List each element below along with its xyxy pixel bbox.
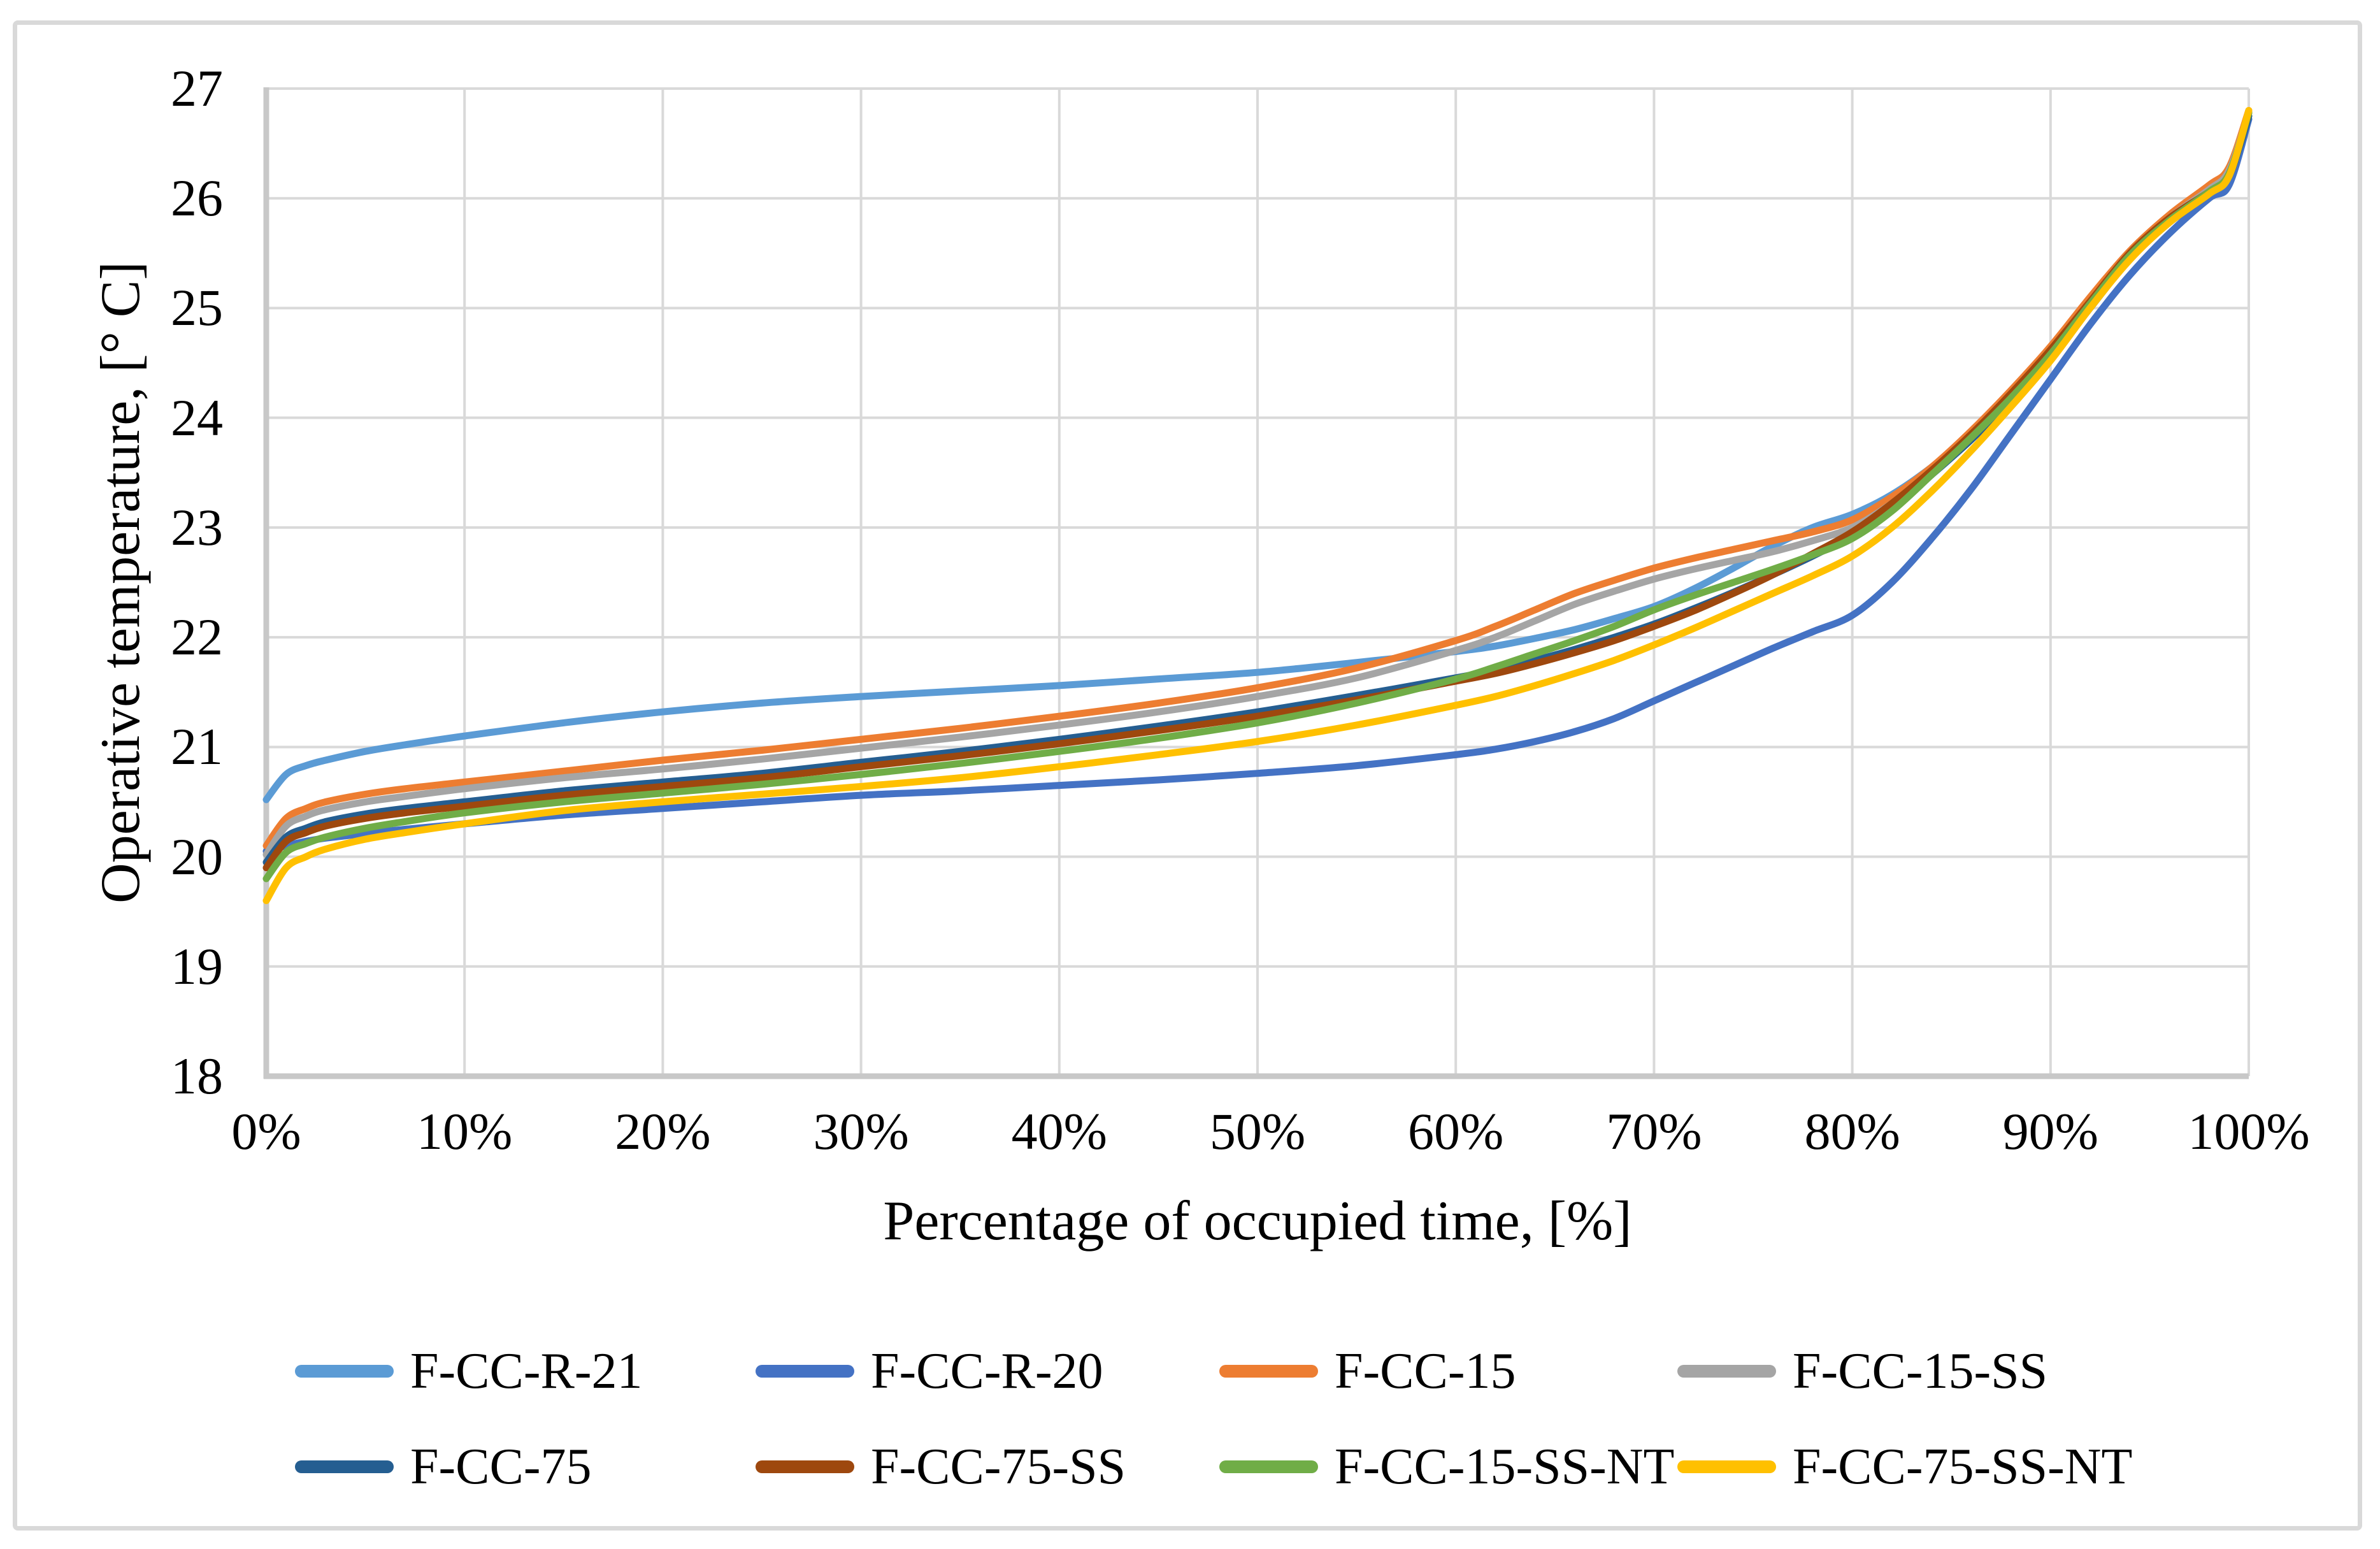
legend-swatch-F-CC-15-SS <box>1677 1365 1776 1378</box>
x-tick-label-50%: 50% <box>1209 1102 1306 1160</box>
legend-swatch-F-CC-R-21 <box>295 1365 394 1378</box>
legend-label-F-CC-15-SS: F-CC-15-SS <box>1793 1343 2048 1399</box>
legend-swatch-F-CC-75 <box>295 1460 394 1473</box>
x-tick-label-10%: 10% <box>417 1102 513 1160</box>
legend-label-F-CC-R-21: F-CC-R-21 <box>410 1343 643 1399</box>
series-line-F-CC-R-20 <box>262 115 2253 855</box>
legend-item-F-CC-R-21: F-CC-R-21 <box>295 1339 643 1403</box>
x-tick-label-80%: 80% <box>1804 1102 1900 1160</box>
x-tick-label-40%: 40% <box>1011 1102 1107 1160</box>
y-axis-title: Operative temperature, [° C] <box>90 261 152 904</box>
x-tick-label-70%: 70% <box>1606 1102 1702 1160</box>
legend-swatch-F-CC-75-SS-NT <box>1677 1460 1776 1473</box>
y-tick-label-22: 22 <box>171 608 223 666</box>
legend-swatch-F-CC-15 <box>1219 1365 1318 1378</box>
legend-item-F-CC-15: F-CC-15 <box>1219 1339 1516 1403</box>
legend-item-F-CC-R-20: F-CC-R-20 <box>756 1339 1103 1403</box>
legend-swatch-F-CC-15-SS-NT <box>1219 1460 1318 1473</box>
legend-swatch-F-CC-R-20 <box>756 1365 854 1378</box>
y-tick-label-24: 24 <box>171 388 223 447</box>
y-tick-label-19: 19 <box>171 937 223 995</box>
figure-border <box>13 20 2362 1531</box>
legend-item-F-CC-15-SS-NT: F-CC-15-SS-NT <box>1219 1435 1674 1499</box>
y-tick-label-21: 21 <box>171 717 223 776</box>
legend-swatch-F-CC-75-SS <box>756 1460 854 1473</box>
x-tick-label-30%: 30% <box>813 1102 909 1160</box>
legend-item-F-CC-75-SS-NT: F-CC-75-SS-NT <box>1677 1435 2132 1499</box>
legend-label-F-CC-R-20: F-CC-R-20 <box>871 1343 1103 1399</box>
legend-item-F-CC-75-SS: F-CC-75-SS <box>756 1435 1126 1499</box>
x-tick-label-100%: 100% <box>2188 1102 2310 1160</box>
legend-label-F-CC-75-SS-NT: F-CC-75-SS-NT <box>1793 1439 2133 1495</box>
legend-item-F-CC-75: F-CC-75 <box>295 1435 592 1499</box>
legend-label-F-CC-15: F-CC-15 <box>1335 1343 1516 1399</box>
y-tick-label-20: 20 <box>171 827 223 886</box>
x-axis-title: Percentage of occupied time, [%] <box>883 1190 1632 1252</box>
series-line-F-CC-75-SS-NT <box>262 106 2253 904</box>
y-tick-label-27: 27 <box>171 59 223 117</box>
y-tick-label-23: 23 <box>171 498 223 556</box>
x-tick-label-90%: 90% <box>2002 1102 2098 1160</box>
legend-label-F-CC-75: F-CC-75 <box>410 1439 592 1495</box>
x-tick-label-0%: 0% <box>231 1102 301 1160</box>
y-tick-label-26: 26 <box>171 169 223 227</box>
x-tick-label-60%: 60% <box>1408 1102 1504 1160</box>
y-tick-label-25: 25 <box>171 278 223 337</box>
x-tick-label-20%: 20% <box>615 1102 711 1160</box>
y-tick-label-18: 18 <box>171 1047 223 1105</box>
legend-label-F-CC-75-SS: F-CC-75-SS <box>871 1439 1126 1495</box>
legend-label-F-CC-15-SS-NT: F-CC-15-SS-NT <box>1335 1439 1675 1495</box>
series-line-F-CC-15-SS-NT <box>262 109 2253 883</box>
legend-item-F-CC-15-SS: F-CC-15-SS <box>1677 1339 2047 1403</box>
